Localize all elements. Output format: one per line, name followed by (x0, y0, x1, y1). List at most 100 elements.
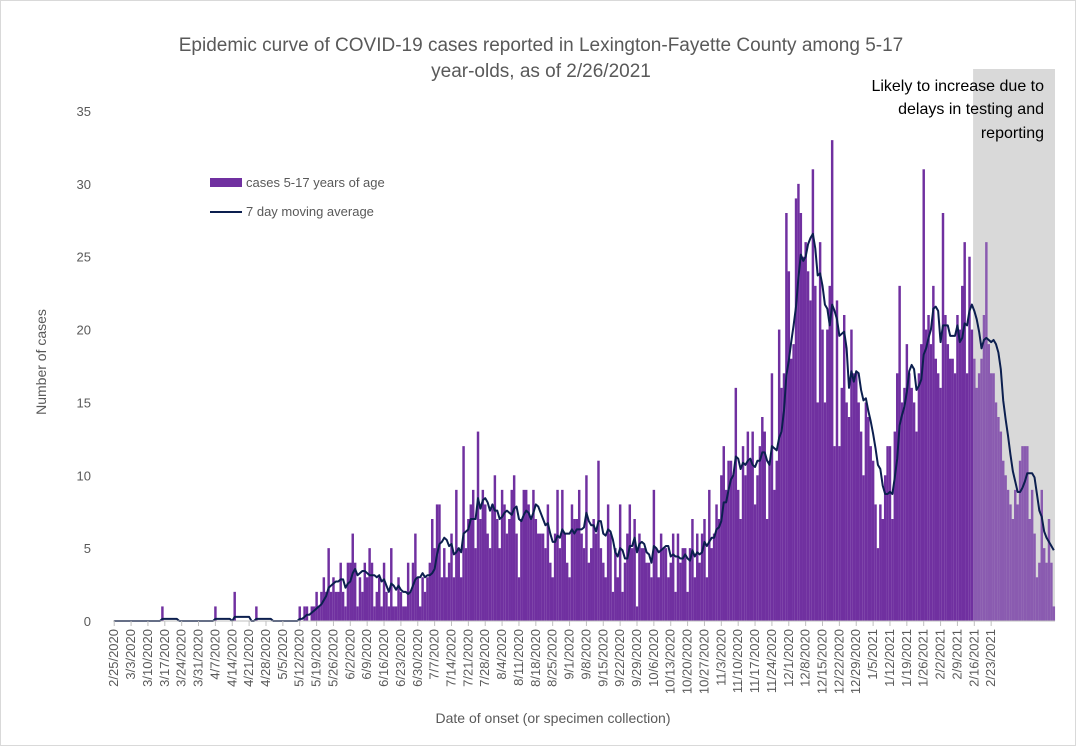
case-bar (912, 402, 916, 621)
x-tick-label: 6/23/2020 (393, 629, 408, 687)
annotation-line-2: delays in testing and (898, 101, 1044, 118)
case-bar (700, 533, 704, 621)
case-bar (1050, 562, 1053, 621)
case-bar (505, 533, 509, 621)
case-bar (452, 577, 456, 621)
case-bar (647, 562, 651, 621)
case-bar (895, 373, 899, 621)
case-bar (457, 548, 460, 621)
case-bar (650, 577, 653, 621)
case-bar (558, 548, 562, 621)
case-bar (577, 489, 581, 621)
case-bar (447, 562, 451, 621)
case-bar (951, 358, 954, 621)
x-tick-label: 4/28/2020 (258, 629, 273, 687)
case-bar (946, 344, 950, 621)
case-bar (496, 519, 499, 621)
case-bar (623, 562, 627, 621)
case-bar (802, 256, 805, 621)
case-bar (409, 591, 412, 621)
y-tick-label: 35 (77, 104, 91, 119)
case-bar (845, 402, 848, 621)
case-bar (298, 606, 301, 621)
case-bar (739, 519, 742, 621)
x-tick-label: 2/2/2021 (933, 629, 948, 680)
x-tick-label: 12/15/2020 (815, 629, 830, 694)
case-bar (929, 344, 933, 621)
case-bar (799, 213, 803, 621)
case-bar (857, 402, 860, 621)
case-bar (411, 562, 415, 621)
case-bar (361, 591, 364, 621)
case-bar (587, 562, 591, 621)
case-bar (537, 533, 540, 621)
case-bar (773, 489, 776, 621)
case-bar (987, 344, 990, 621)
legend-label-line: 7 day moving average (246, 204, 374, 219)
case-bar (939, 387, 942, 621)
case-bar (816, 402, 819, 621)
case-bar (469, 504, 473, 621)
case-bar (539, 533, 542, 621)
case-bar (380, 606, 383, 621)
case-bar (510, 489, 513, 621)
x-tick-label: 1/12/2021 (882, 629, 897, 687)
case-bar (421, 577, 424, 621)
case-bar (753, 504, 757, 621)
case-bar (835, 300, 839, 621)
case-bar (464, 548, 468, 621)
case-bar (426, 577, 429, 621)
x-tick-label: 9/1/2020 (562, 629, 577, 680)
case-bar (671, 533, 675, 621)
case-bar (823, 402, 827, 621)
case-bar (989, 373, 993, 621)
case-bar (830, 140, 834, 621)
x-tick-label: 2/23/2021 (983, 629, 998, 687)
case-bar (582, 548, 586, 621)
case-bar (691, 519, 694, 621)
case-bar (616, 577, 619, 621)
case-bar (621, 591, 624, 621)
x-tick-label: 4/7/2020 (207, 629, 222, 680)
x-tick-label: 7/21/2020 (460, 629, 475, 687)
case-bar (524, 489, 528, 621)
case-bar (467, 519, 470, 621)
case-bar (618, 504, 622, 621)
case-bar (643, 548, 646, 621)
x-tick-label: 12/8/2020 (798, 629, 813, 687)
case-bar (862, 475, 865, 621)
case-bar (705, 577, 709, 621)
case-bar (859, 431, 863, 621)
case-bar (522, 489, 526, 621)
case-bar (775, 460, 778, 621)
case-bar (667, 577, 670, 621)
case-bar (1009, 504, 1012, 621)
case-bar (416, 577, 420, 621)
case-bar (435, 504, 439, 621)
case-bar (941, 213, 945, 621)
case-bar (392, 606, 395, 621)
case-bar (479, 519, 482, 621)
annotation-line-1: Likely to increase due to (871, 78, 1044, 95)
case-bar (433, 548, 436, 621)
case-bar (886, 446, 889, 621)
case-bar (353, 562, 357, 621)
case-bar (1026, 446, 1029, 621)
x-tick-label: 9/29/2020 (629, 629, 644, 687)
case-bar (334, 591, 338, 621)
case-bar (871, 460, 875, 621)
x-tick-label: 2/16/2021 (966, 629, 981, 687)
case-bar (732, 475, 735, 621)
x-axis-title: Date of onset (or specimen collection) (436, 710, 671, 726)
y-tick-label: 20 (77, 323, 91, 338)
x-tick-label: 11/3/2020 (713, 629, 728, 686)
x-tick-label: 5/19/2020 (309, 629, 324, 687)
case-bar (867, 417, 870, 621)
case-bar (741, 446, 745, 621)
case-bar (734, 387, 738, 621)
case-bar (720, 475, 723, 621)
case-bar (317, 606, 321, 621)
case-bar (397, 577, 400, 621)
legend: cases 5-17 years of age 7 day moving ave… (210, 175, 385, 219)
case-bar (556, 489, 559, 621)
